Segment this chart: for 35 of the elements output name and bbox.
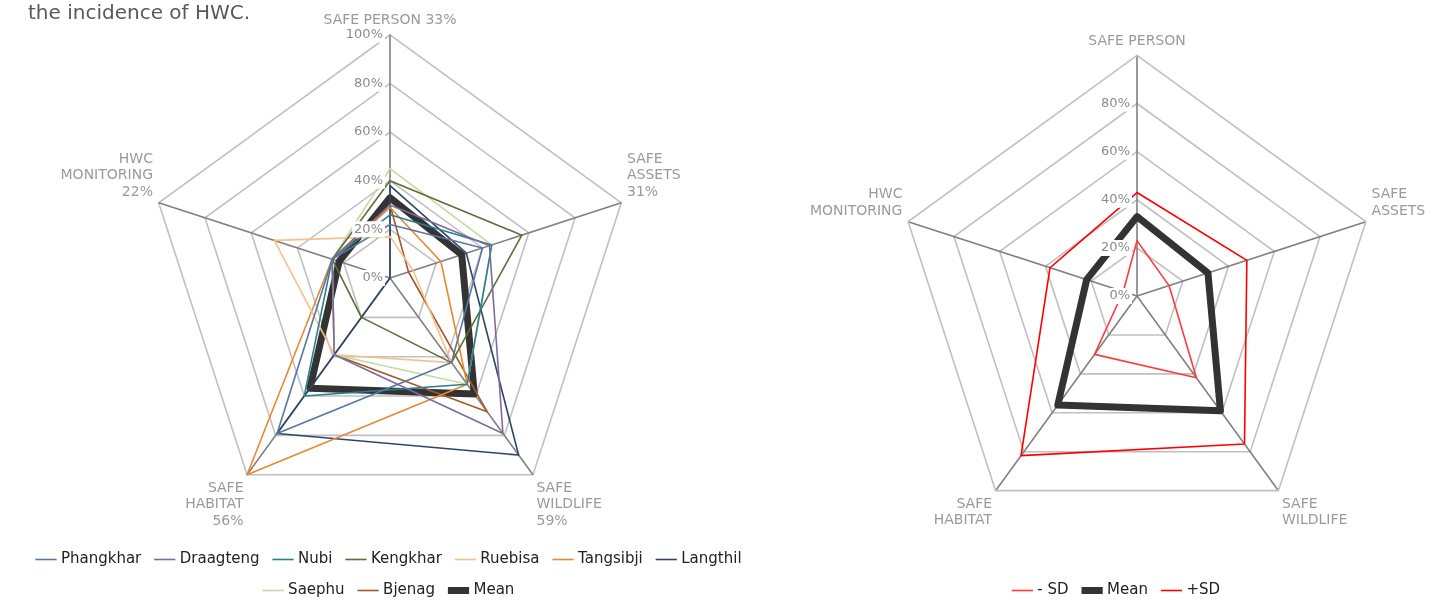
legend-label: Mean [1107,580,1148,599]
legend-label: Bjenag [383,580,436,599]
spoke-label: SAFE HABITAT [933,494,993,528]
legend-label: Draagteng [179,549,260,568]
legend-label: Nubi [298,549,333,568]
y-tick-label: 100% [345,26,383,42]
y-tick-label: 80% [354,74,383,90]
legend-label: Ruebisa [480,549,540,568]
legend-label: Saephu [288,580,345,599]
y-tick-label: 40% [354,172,383,188]
y-tick-label: 60% [1101,143,1130,158]
y-tick-label: 60% [354,123,383,139]
spoke-label: SAFE ASSETS 31% [627,149,681,200]
legend-label: Kengkhar [370,549,443,568]
legend-label: +SD [1186,580,1221,599]
y-tick-label: 20% [354,220,383,236]
y-tick-label: 0% [1109,287,1130,303]
legend-label: Tangsibji [577,549,643,568]
legend-label: Phangkhar [60,549,143,568]
spoke-label: SAFE PERSON 33% [323,11,457,28]
y-tick-label: 80% [1101,94,1130,110]
legend-label: Langthil [681,549,742,568]
legend-label: - SD [1037,580,1069,599]
spoke-label: SAFE ASSETS [1371,185,1426,219]
y-tick-label: 0% [362,269,383,285]
spoke-label: SAFE WILDLIFE 59% [536,478,602,529]
spoke-label: SAFE HABITAT 56% [185,478,244,529]
y-tick-label: 40% [1101,191,1130,207]
spoke-label: SAFE PERSON [1088,31,1186,48]
legend-label: Mean [473,580,515,599]
text: the incidence of HWC. [28,0,251,24]
spoke-label: HWC MONITORING 22% [60,149,154,200]
y-tick-label: 20% [1101,239,1130,255]
spoke-label: HWC MONITORING [810,185,903,219]
spoke-label: SAFE WILDLIFE [1281,494,1348,528]
